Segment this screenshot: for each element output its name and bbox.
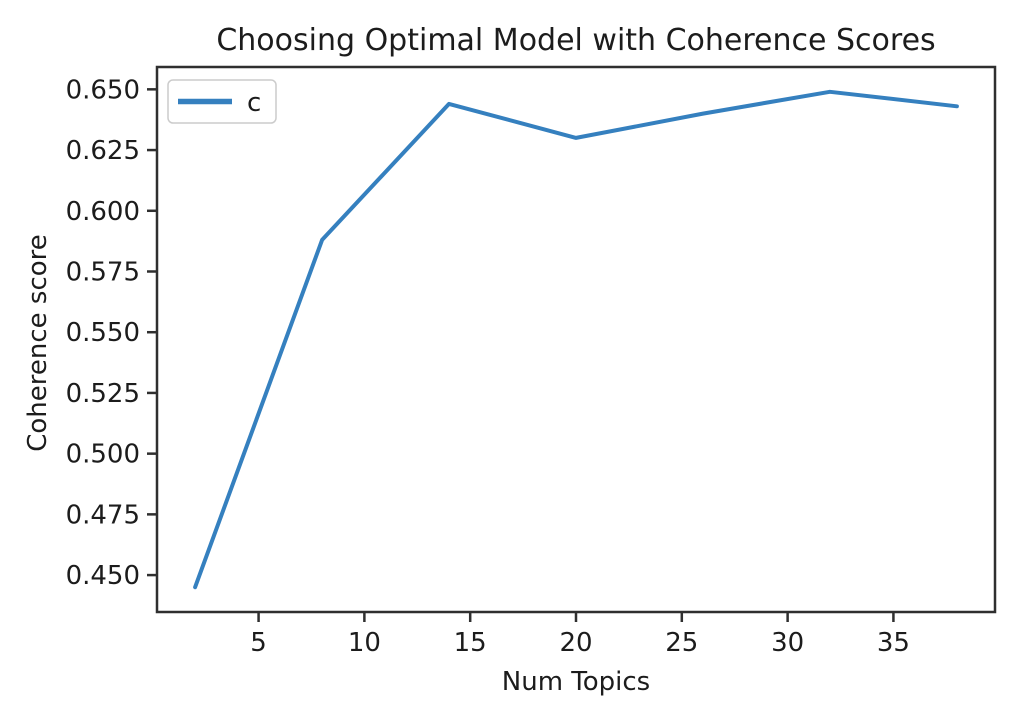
legend-label: c [247, 88, 261, 118]
plot-border [155, 65, 997, 614]
x-tick-label: 35 [877, 628, 910, 658]
y-tick-label: 0.450 [66, 561, 140, 591]
x-tick-label: 15 [454, 628, 487, 658]
y-tick-label: 0.550 [66, 318, 140, 348]
x-tick-label: 30 [771, 628, 804, 658]
y-tick-label: 0.575 [66, 257, 140, 287]
y-tick-label: 0.475 [66, 500, 140, 530]
x-tick-label: 10 [348, 628, 381, 658]
x-tick-label: 25 [665, 628, 698, 658]
chart-title: Choosing Optimal Model with Coherence Sc… [216, 23, 935, 58]
x-tick-label: 5 [250, 628, 267, 658]
y-tick-label: 0.650 [66, 75, 140, 105]
coherence-score-line [193, 89, 959, 590]
x-axis-label: Num Topics [502, 667, 650, 697]
plot-dynamic-layer: 5 10 15 20 25 30 35 0.650 0.625 0.600 0.575 0.550 0.… [66, 75, 959, 658]
y-axis-label: Coherence score [23, 234, 53, 452]
y-tick-label: 0.525 [66, 379, 140, 409]
x-tick-label: 20 [559, 628, 592, 658]
y-tick-label: 0.600 [66, 197, 140, 227]
y-tick-label: 0.500 [66, 440, 140, 470]
legend: c [167, 79, 277, 124]
y-tick-label: 0.625 [66, 136, 140, 166]
